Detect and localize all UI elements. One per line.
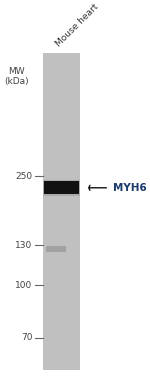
Bar xyxy=(44,181,79,194)
Text: MYH6: MYH6 xyxy=(113,183,147,193)
Text: 250: 250 xyxy=(15,172,32,181)
Bar xyxy=(46,246,66,252)
Bar xyxy=(43,180,80,196)
Text: MW
(kDa): MW (kDa) xyxy=(4,67,29,86)
Text: 70: 70 xyxy=(21,333,32,342)
Bar xyxy=(43,53,80,369)
Text: Mouse heart: Mouse heart xyxy=(55,2,101,48)
Text: 130: 130 xyxy=(15,241,32,250)
Text: 100: 100 xyxy=(15,281,32,290)
